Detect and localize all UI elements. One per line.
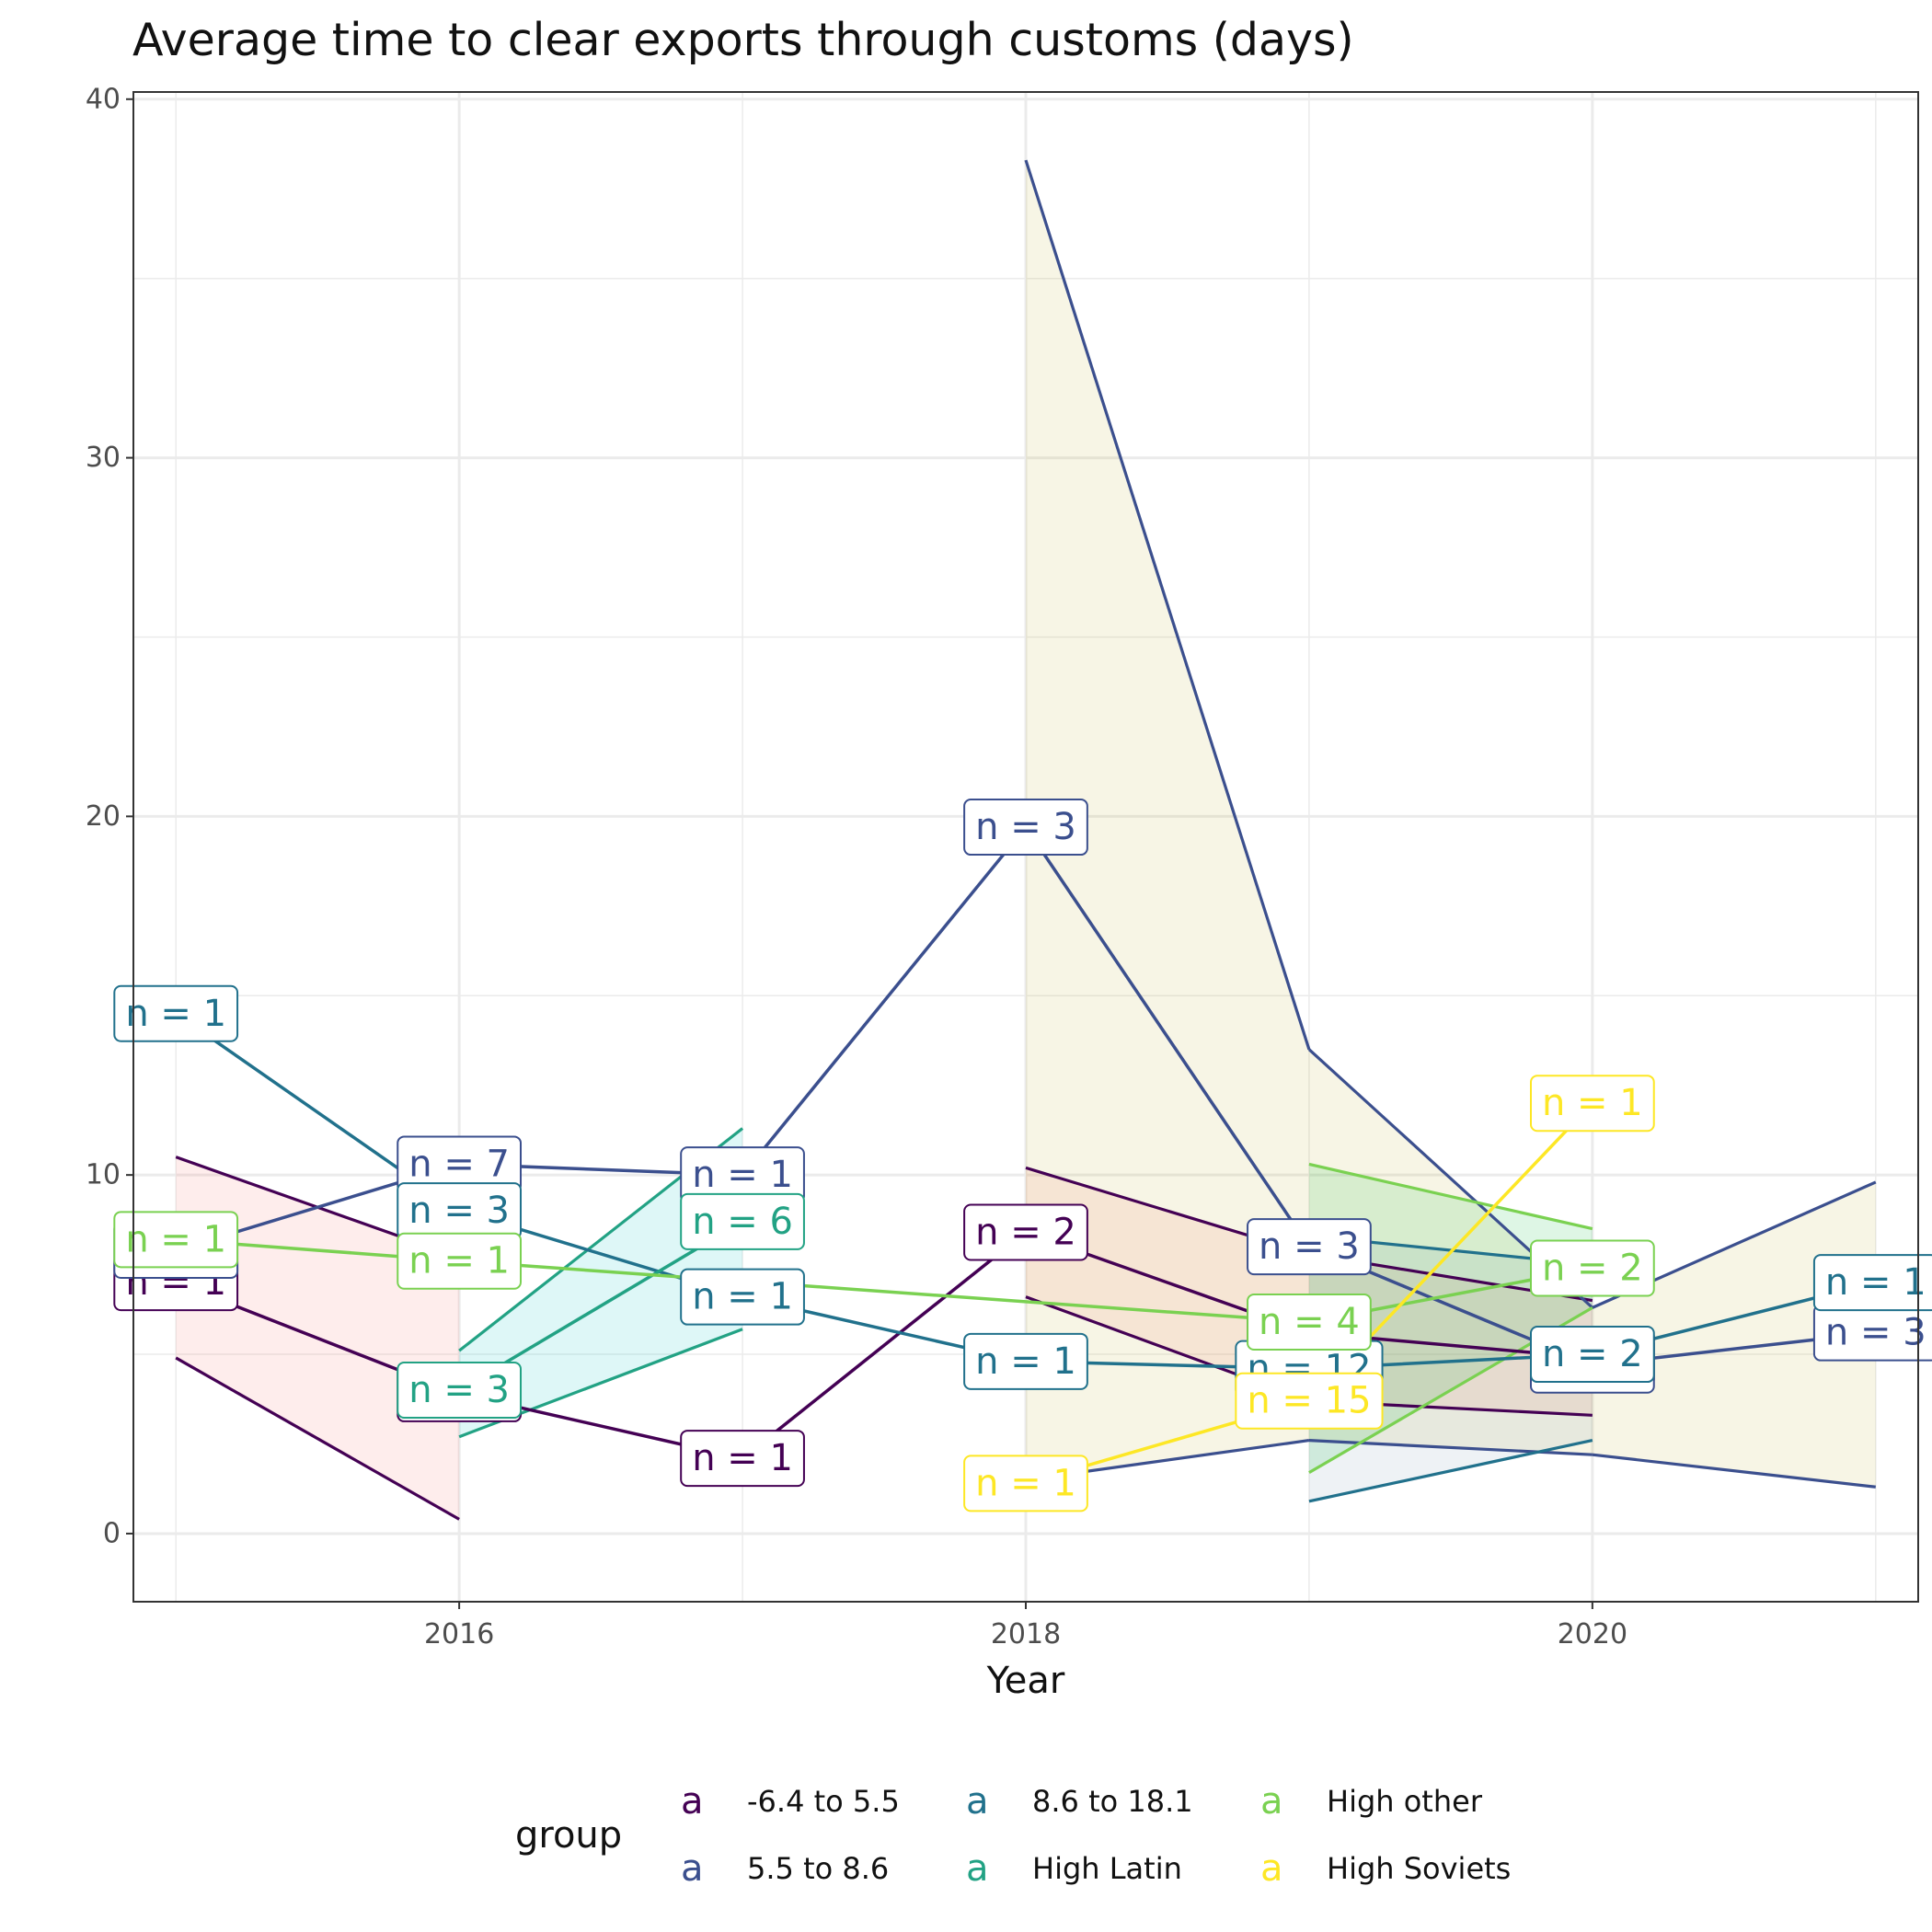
- ci-lower-line: [1308, 1438, 1593, 1456]
- n-label-box: [397, 1232, 523, 1290]
- n-label-box: [113, 1211, 239, 1269]
- n-label: n = 1: [125, 1218, 226, 1260]
- legend-key-glyph: a: [966, 1780, 989, 1823]
- n-label: n = 1: [1825, 1261, 1926, 1304]
- n-label-box: [1247, 1293, 1372, 1351]
- y-tick-label: 0: [103, 1517, 121, 1549]
- n-label-box: [963, 1455, 1088, 1512]
- n-label: n = 3: [975, 806, 1076, 848]
- n-label-box: [1812, 1254, 1932, 1312]
- legend-title: group: [515, 1814, 622, 1857]
- n-label-box: [680, 1268, 805, 1326]
- legend-entry-label: -6.4 to 5.5: [747, 1784, 900, 1819]
- legend-key-glyph: a: [1260, 1847, 1283, 1890]
- n-label: n = 1: [125, 993, 226, 1035]
- legend-key-glyph: a: [966, 1847, 989, 1890]
- n-label: n = 1: [1542, 1082, 1643, 1124]
- n-label-box: [680, 1430, 805, 1488]
- chart-title: Average time to clear exports through cu…: [132, 14, 1354, 66]
- x-tick-label: 2018: [991, 1618, 1061, 1650]
- n-label: n = 1: [975, 1462, 1076, 1504]
- n-label-box: [1529, 1075, 1655, 1133]
- n-labels: n = 1 n = 1 n = 1 n = 2 n = 3 n = 2 n = 1 n = 7…: [113, 799, 1932, 1512]
- n-label: n = 15: [1247, 1380, 1371, 1422]
- x-axis-title: Year: [986, 1660, 1065, 1702]
- legend-entry-label: High Latin: [1032, 1851, 1182, 1886]
- ci-lower-line: [1592, 1453, 1876, 1489]
- legend-entry-label: 5.5 to 8.6: [747, 1851, 889, 1886]
- n-label: n = 4: [1259, 1301, 1360, 1343]
- n-label: n = 1: [692, 1276, 793, 1318]
- n-label: n = 1: [692, 1437, 793, 1479]
- ci-ribbon: [459, 1128, 743, 1437]
- n-label: n = 2: [975, 1212, 1076, 1254]
- legend-key-glyph: a: [681, 1780, 704, 1823]
- axes: 0 10 20 30 40 2016 2018 2020: [86, 83, 1627, 1650]
- n-label: n = 7: [408, 1143, 510, 1185]
- y-tick-label: 10: [86, 1159, 121, 1191]
- legend-key-glyph: a: [681, 1847, 704, 1890]
- n-label-box: [680, 1192, 805, 1250]
- series-line: [176, 1237, 1593, 1324]
- n-label-box: [1247, 1218, 1372, 1276]
- legend-entry-label: 8.6 to 18.1: [1032, 1784, 1193, 1819]
- legend: group a -6.4 to 5.5 a 5.5 to 8.6 a 8.6 to 18.…: [515, 1780, 1511, 1890]
- ci-ribbon: [1308, 1236, 1593, 1501]
- n-label: n = 3: [408, 1190, 510, 1232]
- x-tick-label: 2020: [1558, 1618, 1627, 1650]
- y-tick-label: 20: [86, 800, 121, 833]
- n-label-box: [963, 799, 1088, 857]
- n-label: n = 3: [1259, 1225, 1360, 1268]
- n-label: n = 1: [975, 1340, 1076, 1383]
- n-label-box: [1529, 1326, 1655, 1384]
- y-tick-label: 30: [86, 442, 121, 474]
- ci-ribbon: [1592, 1181, 1876, 1488]
- n-label-box: [113, 984, 239, 1042]
- n-label-box: [963, 1203, 1088, 1261]
- ci-lower-line: [1308, 1439, 1593, 1503]
- n-label: n = 2: [1542, 1247, 1643, 1289]
- legend-key-glyph: a: [1260, 1780, 1283, 1823]
- y-tick-label: 40: [86, 83, 121, 115]
- n-label: n = 3: [408, 1369, 510, 1411]
- n-label-box: [397, 1362, 523, 1420]
- n-label-box: [1529, 1239, 1655, 1297]
- n-label: n = 2: [1542, 1333, 1643, 1375]
- n-label: n = 3: [1825, 1312, 1926, 1354]
- legend-entry-label: High Soviets: [1327, 1851, 1511, 1886]
- x-tick-label: 2016: [424, 1618, 494, 1650]
- ci-upper-line: [1308, 1162, 1593, 1231]
- legend-entry-label: High other: [1327, 1784, 1483, 1819]
- n-label-box: [1235, 1372, 1384, 1430]
- n-label: n = 1: [408, 1240, 510, 1282]
- n-label: n = 6: [692, 1201, 793, 1243]
- n-label: n = 1: [692, 1154, 793, 1196]
- ci-lower-line: [175, 1356, 460, 1521]
- ci-upper-line: [1024, 159, 1311, 1051]
- n-label-box: [963, 1332, 1088, 1390]
- ci-ribbon: [1026, 160, 1309, 1480]
